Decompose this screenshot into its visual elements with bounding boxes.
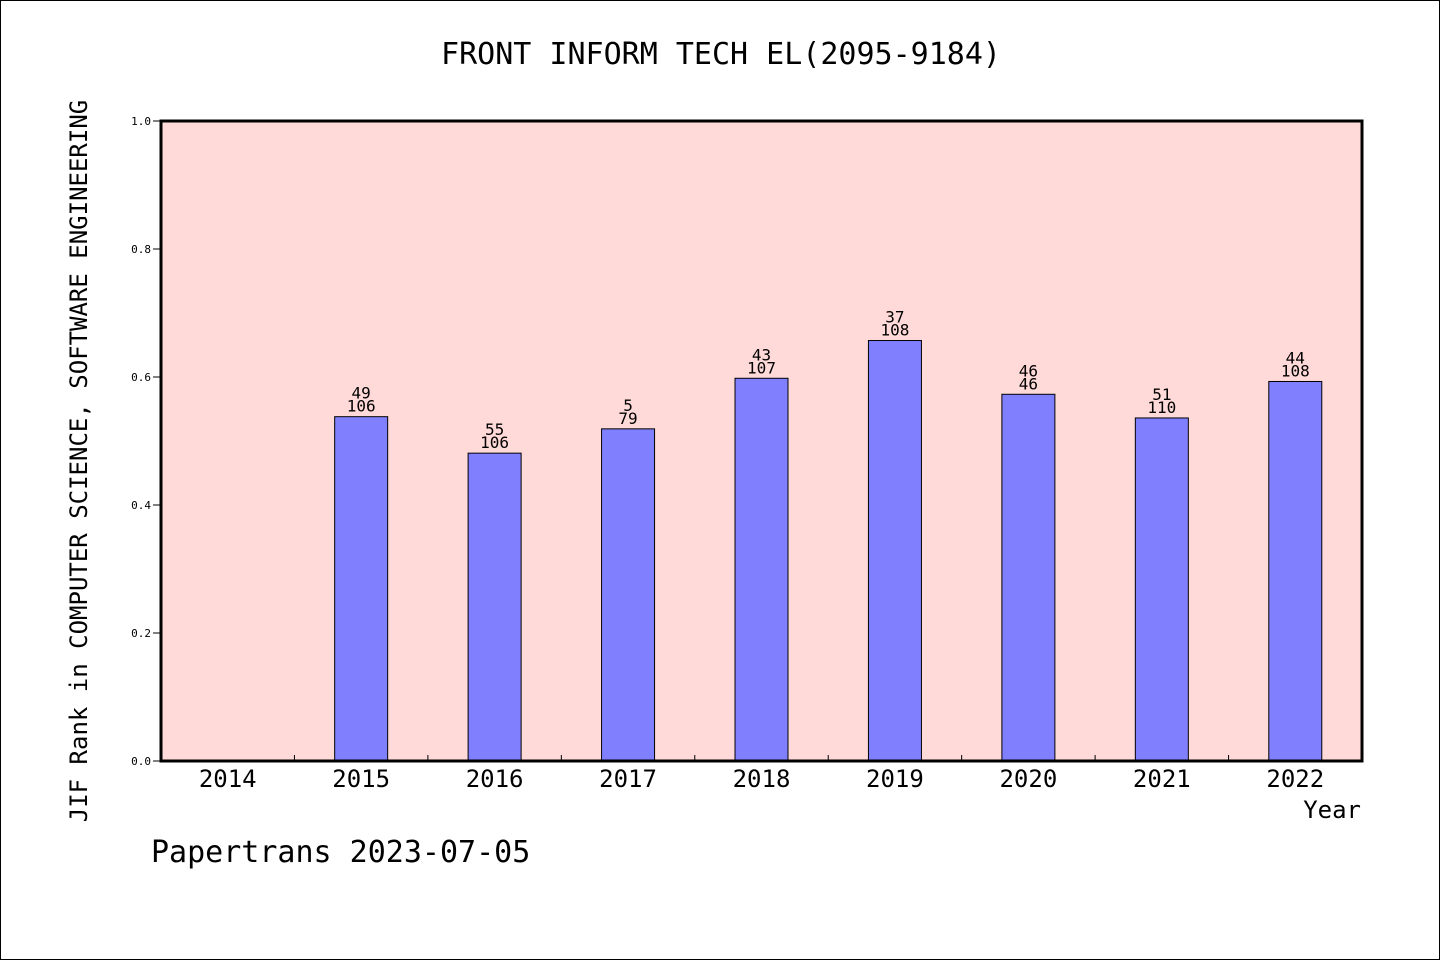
rank-label-2016: 55 — [485, 420, 504, 439]
rank-label-2017: 5 — [623, 396, 633, 415]
bar-2021 — [1134, 417, 1189, 762]
bar-2017 — [601, 428, 656, 762]
total-label-2020: 46 — [1019, 374, 1038, 393]
y-tick-label-1: 0.2 — [131, 627, 151, 640]
rank-label-2019: 37 — [885, 308, 904, 327]
x-axis-label: Year — [1303, 796, 1361, 824]
plot-frame — [159, 119, 1364, 763]
total-label-2015: 106 — [347, 397, 376, 416]
y-tick-label-3: 0.6 — [131, 371, 151, 384]
y-tick-label-5: 1.0 — [131, 115, 151, 128]
total-label-2018: 107 — [747, 358, 776, 377]
x-tick-label-2020: 2020 — [999, 765, 1057, 793]
total-label-2016: 106 — [480, 433, 509, 452]
x-tick-label-2021: 2021 — [1133, 765, 1191, 793]
x-tick-label-2017: 2017 — [599, 765, 657, 793]
rank-label-2021: 51 — [1152, 385, 1171, 404]
total-label-2019: 108 — [880, 321, 909, 340]
total-label-2021: 110 — [1147, 398, 1176, 417]
x-tick-label-2018: 2018 — [733, 765, 791, 793]
credit-text: Papertrans 2023-07-05 — [151, 835, 531, 870]
chart-title: FRONT INFORM TECH EL(2095-9184) — [441, 37, 1001, 72]
rank-label-2022: 44 — [1286, 348, 1305, 367]
bar-2020 — [1001, 393, 1056, 762]
bar-2019 — [867, 340, 922, 762]
x-tick-label-2016: 2016 — [466, 765, 524, 793]
rank-label-2018: 43 — [752, 345, 771, 364]
y-tick-label-4: 0.8 — [131, 243, 151, 256]
rank-label-2020: 46 — [1019, 361, 1038, 380]
x-tick-label-2019: 2019 — [866, 765, 924, 793]
x-tick-label-2014: 2014 — [199, 765, 257, 793]
bar-2016 — [467, 452, 522, 762]
rank-label-2015: 49 — [352, 384, 371, 403]
bar-2015 — [334, 416, 389, 762]
bar-2018 — [734, 377, 789, 762]
x-tick-label-2022: 2022 — [1266, 765, 1324, 793]
y-tick-label-0: 0.0 — [131, 755, 151, 768]
bar-2022 — [1268, 380, 1323, 762]
total-label-2017: 79 — [618, 409, 637, 428]
total-label-2022: 108 — [1281, 361, 1310, 380]
y-tick-label-2: 0.4 — [131, 499, 151, 512]
x-tick-label-2015: 2015 — [332, 765, 390, 793]
